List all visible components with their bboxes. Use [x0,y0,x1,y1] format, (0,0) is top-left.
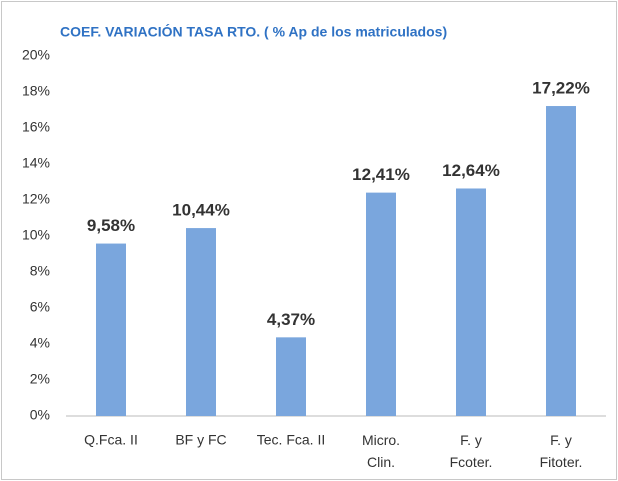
bar [546,106,576,416]
y-tick-label: 6% [30,299,50,315]
bar [96,243,126,416]
value-label: 10,44% [172,201,230,220]
bar [456,188,486,416]
y-tick-label: 4% [30,335,50,351]
x-tick-label: Micro. Clin. [362,432,400,470]
chart-title: COEF. VARIACIÓN TASA RTO. ( % Ap de los … [60,23,447,40]
y-tick-label: 10% [22,227,50,243]
y-tick-label: 2% [30,371,50,387]
value-label: 9,58% [87,216,135,235]
y-tick-label: 14% [22,155,50,171]
value-label: 12,64% [442,161,500,180]
y-tick-label: 20% [22,47,50,63]
bar [366,192,396,416]
x-tick-label: F. y Fitoter. [540,432,583,470]
bar [276,337,306,416]
y-tick-label: 18% [22,83,50,99]
value-label: 17,22% [532,79,590,98]
x-tick-label: BF y FC [175,432,226,448]
y-tick-label: 8% [30,263,50,279]
bar [186,228,216,416]
y-tick-label: 0% [30,407,50,423]
value-label: 12,41% [352,165,410,184]
y-tick-label: 16% [22,119,50,135]
value-label: 4,37% [267,310,315,329]
x-tick-label: F. y Fcoter. [450,432,493,470]
x-tick-label: Q.Fca. II [84,432,138,448]
y-tick-label: 12% [22,191,50,207]
x-tick-label: Tec. Fca. II [257,432,325,448]
